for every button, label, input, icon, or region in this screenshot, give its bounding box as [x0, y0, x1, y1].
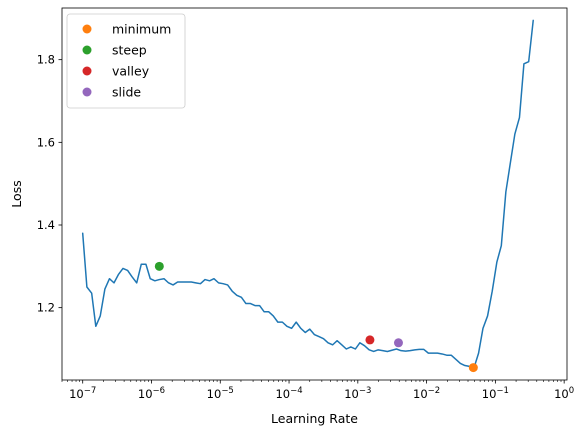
slide-marker [393, 338, 403, 348]
legend-slide-swatch [82, 87, 92, 97]
loss-curve-0 [81, 19, 534, 369]
x-axis-label: Learning Rate [271, 411, 358, 426]
minimum-marker [468, 363, 478, 373]
y-tick-label: 1.2 [37, 301, 55, 315]
y-tick-label: 1.6 [37, 135, 55, 149]
x-tick-label: 10−7 [69, 386, 96, 401]
x-tick-label: 10−3 [344, 386, 371, 401]
legend-minimum-label: minimum [112, 22, 171, 37]
x-tick-label: 100 [554, 386, 574, 401]
y-axis-label: Loss [9, 180, 24, 207]
plot-frame [61, 7, 568, 381]
legend-steep-swatch [82, 45, 92, 55]
legend: minimum steep valley slide [66, 13, 186, 109]
axes: 10−7 10−6 10−5 10−4 10−3 10−2 10−1 100 1.2 1.4 1.6… [9, 7, 574, 426]
x-tick-label: 10−1 [482, 386, 509, 401]
legend-box [66, 13, 186, 109]
x-tick-label: 10−5 [207, 386, 234, 401]
steep-marker [154, 261, 164, 271]
plot-area [81, 19, 534, 373]
y-tick-label: 1.4 [37, 218, 55, 232]
x-tick-label: 10−2 [413, 386, 440, 401]
x-tick-label: 10−6 [138, 386, 165, 401]
x-tick-label: 10−4 [275, 386, 302, 401]
legend-minimum-swatch [82, 24, 92, 34]
legend-valley-label: valley [112, 64, 150, 79]
legend-steep-label: steep [112, 43, 147, 58]
valley-marker [365, 335, 375, 345]
legend-slide-label: slide [112, 85, 141, 100]
y-tick-label: 1.8 [37, 53, 55, 67]
legend-valley-swatch [82, 66, 92, 76]
